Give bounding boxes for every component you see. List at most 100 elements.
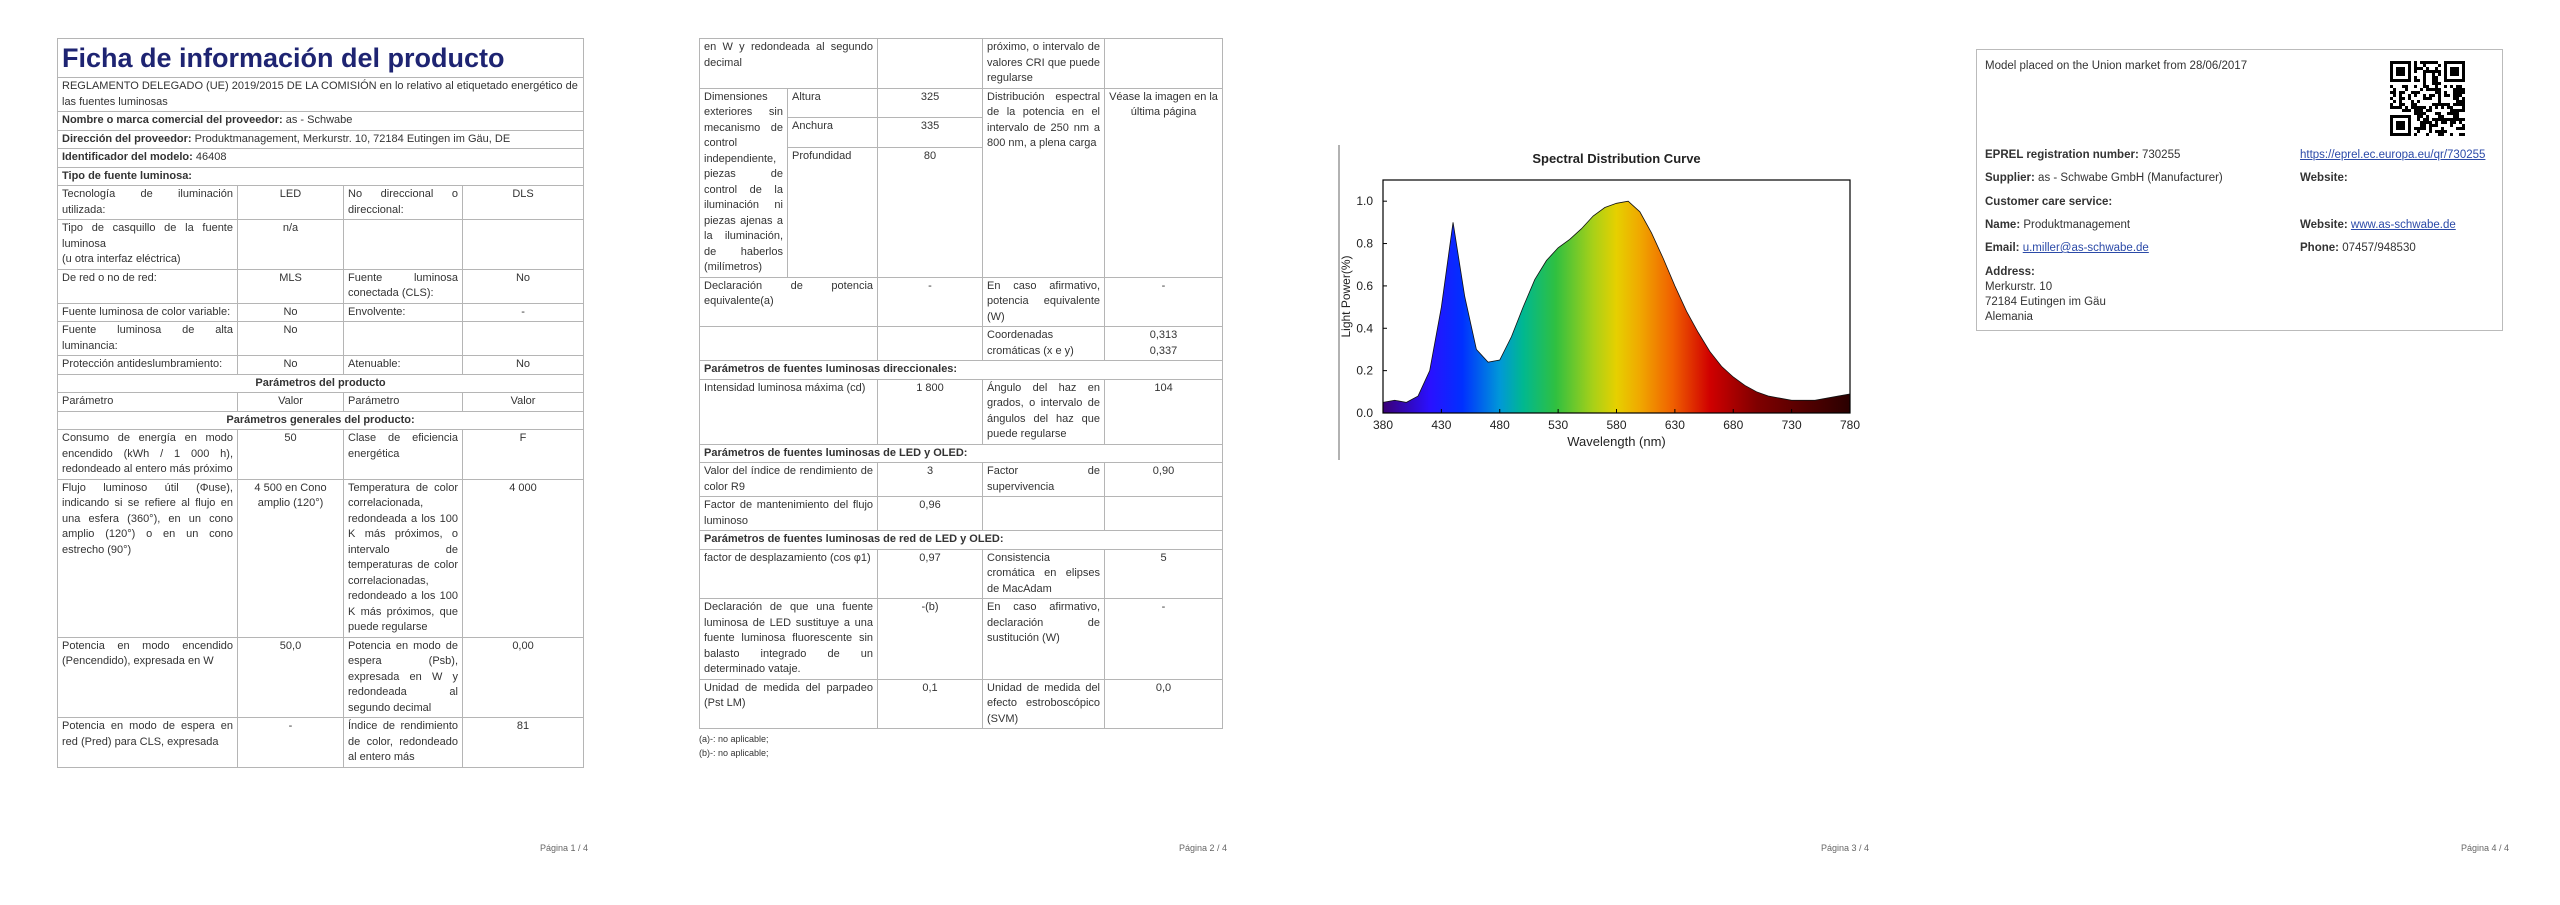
- name-row: Name: Produktmanagement: [1985, 219, 2130, 231]
- table-row: Valor del índice de rendimiento de color…: [699, 462, 1224, 497]
- section-heading: Parámetros de fuentes luminosas de red d…: [699, 530, 1224, 550]
- section-heading: Parámetros de fuentes luminosas direccio…: [699, 360, 1224, 380]
- info-value: as - Schwabe: [285, 114, 353, 126]
- value-cell: No: [237, 302, 344, 322]
- table-row: Profundidad 80: [700, 147, 1223, 177]
- value-cell: 104: [1104, 378, 1224, 445]
- email-link[interactable]: u.miller@as-schwabe.de: [2022, 242, 2149, 254]
- parameter-cell: factor de desplazamiento (cos φ1): [699, 548, 879, 599]
- eprel-label: EPREL registration number:: [1985, 149, 2139, 161]
- value-cell: DLS: [461, 185, 585, 220]
- table-row: Declaración de que una fuente luminosa d…: [699, 598, 1224, 680]
- table-body: en W y redondeada al segundo decimal próx…: [699, 38, 1224, 729]
- parameter-cell: Índice de rendimiento de color, redondea…: [343, 717, 463, 768]
- spectral-chart: Spectral Distribution Curve 380 430 480 530 5…: [1338, 145, 1860, 460]
- value-cell: No: [237, 321, 344, 356]
- value-cell: [1104, 38, 1224, 89]
- x-tick-label: 730: [1782, 418, 1802, 432]
- y-tick-label: 0.0: [1356, 406, 1373, 420]
- info-value: Produktmanagement, Merkurstr. 10, 72184 …: [194, 132, 511, 145]
- x-tick-label: 580: [1606, 418, 1626, 432]
- value-cell: 5: [1104, 548, 1224, 599]
- parameter-cell: próximo, o intervalo de valores CRI que …: [982, 38, 1106, 89]
- y-tick-label: 1.0: [1356, 194, 1373, 208]
- page-2: en W y redondeada al segundo decimal próx…: [699, 38, 1225, 798]
- parameter-cell: Unidad de medida del parpadeo (Pst LM): [699, 678, 879, 729]
- table-row: Intensidad luminosa máxima (cd) 1 800 Ángu…: [699, 378, 1224, 445]
- parameter-cell: Potencia en modo encendido (Pencendido),…: [57, 636, 238, 718]
- value-cell: 0,1: [877, 678, 984, 729]
- eprel-link[interactable]: https://eprel.ec.europa.eu/qr/730255: [2300, 149, 2486, 161]
- dimension-name: Profundidad: [786, 147, 879, 177]
- info-label: Nombre o marca comercial del proveedor:: [62, 114, 283, 126]
- value-cell: 81: [461, 717, 585, 768]
- data-table: Ficha de información del producto REGLAME…: [57, 38, 585, 768]
- website-label: Website:: [2300, 219, 2348, 231]
- table-row: [700, 177, 1223, 278]
- value-cell: -: [237, 717, 344, 768]
- footnote: (a)-: no aplicable;: [699, 734, 769, 744]
- table-row: Consumo de energía en modo encendido (kW…: [57, 429, 585, 480]
- parameter-cell: [343, 219, 463, 270]
- parameter-cell: [982, 496, 1106, 531]
- parameter-cell: Distribución espectral de la potencia en…: [982, 87, 1106, 278]
- value-cell: 50: [237, 429, 344, 480]
- value-cell: Valor: [237, 392, 344, 412]
- value-cell: 4 000: [461, 478, 585, 638]
- table-row: Tipo de casquillo de la fuente luminosa (…: [57, 219, 585, 270]
- parameter-cell: Envolvente:: [343, 302, 463, 322]
- table-row: Tipo de fuente luminosa:: [57, 166, 585, 186]
- value-cell: 1 800: [877, 378, 984, 445]
- value-cell: No: [237, 355, 344, 375]
- table-row: Parámetros generales del producto:: [57, 410, 585, 430]
- y-axis-label: Light Power(%): [1339, 255, 1353, 337]
- eprel-row: EPREL registration number: 730255: [1985, 149, 2180, 161]
- info-cell: Nombre o marca comercial del proveedor: …: [57, 111, 585, 131]
- parameter-cell: Intensidad luminosa máxima (cd): [699, 378, 879, 445]
- parameter-cell: De red o no de red:: [57, 268, 238, 304]
- table-row: Parámetros del producto: [57, 373, 585, 393]
- website-link[interactable]: www.as-schwabe.de: [2350, 219, 2456, 231]
- document-title: Ficha de información del producto: [57, 38, 585, 78]
- value-cell: 0,313 0,337: [1104, 326, 1224, 361]
- value-cell: -: [877, 276, 984, 327]
- parameter-cell: Factor de mantenimiento del flujo lumino…: [699, 496, 879, 531]
- value-cell: [1104, 496, 1224, 531]
- parameter-cell: Clase de eficiencia energética: [343, 429, 463, 480]
- name-value: Produktmanagement: [2023, 219, 2131, 231]
- table-row: Flujo luminoso útil (Φuse), indicando si…: [57, 478, 585, 638]
- parameter-cell: Consistencia cromática en elipses de Mac…: [982, 548, 1106, 599]
- table-row: Parámetros de fuentes luminosas de LED y…: [699, 443, 1224, 463]
- phone-value: 07457/948530: [2342, 242, 2416, 254]
- value-cell: 0,96: [877, 496, 984, 531]
- title-row: Ficha de información del producto: [57, 38, 585, 78]
- table-body: Ficha de información del producto REGLAME…: [57, 38, 585, 768]
- x-tick-label: 480: [1490, 418, 1510, 432]
- value-cell: LED: [237, 185, 344, 220]
- y-tick-label: 0.2: [1356, 364, 1373, 378]
- supplier-row: Supplier: as - Schwabe GmbH (Manufacture…: [1985, 172, 2223, 184]
- table-row: Unidad de medida del parpadeo (Pst LM) 0,…: [699, 678, 1224, 729]
- table-row: Dimensiones exteriores sin mecanismo de …: [699, 87, 1224, 278]
- parameter-cell: Fuente luminosa conectada (CLS):: [343, 268, 463, 304]
- section-heading: Parámetros de fuentes luminosas de LED y…: [699, 443, 1224, 463]
- table-row: Identificador del modelo: 46408: [57, 148, 585, 168]
- x-tick-label: 780: [1840, 418, 1860, 432]
- qr-modules: [2390, 61, 2465, 136]
- parameter-cell: Consumo de energía en modo encendido (kW…: [57, 429, 238, 480]
- value-cell: 4 500 en Cono amplio (120°): [237, 478, 344, 638]
- table-row: Dirección del proveedor: Produktmanageme…: [57, 129, 585, 149]
- value-cell: Valor: [461, 392, 585, 412]
- section-heading: Tipo de fuente luminosa:: [57, 166, 585, 186]
- info-value: 46408: [195, 151, 227, 163]
- parameter-cell: Atenuable:: [343, 355, 463, 375]
- value-cell: [461, 219, 585, 270]
- parameter-cell: Fuente luminosa de color variable:: [57, 302, 238, 322]
- website-label: Website:: [2300, 172, 2348, 184]
- page-1: Ficha de información del producto REGLAME…: [57, 38, 585, 833]
- y-tick-label: 0.8: [1356, 237, 1373, 251]
- table-row: Fuente luminosa de color variable: No Envo…: [57, 302, 585, 322]
- section-caption: Parámetros generales del producto:: [57, 410, 585, 430]
- parameter-cell: Parámetro: [57, 392, 238, 412]
- parameter-cell: Flujo luminoso útil (Φuse), indicando si…: [57, 478, 238, 638]
